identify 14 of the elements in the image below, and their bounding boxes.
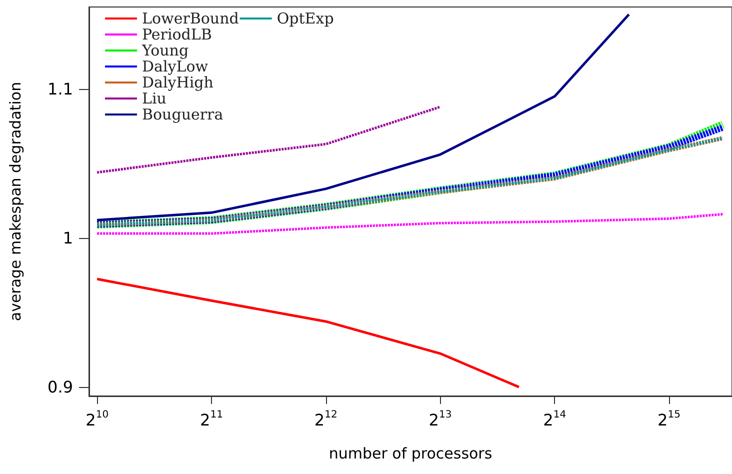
legend-label: OptExp <box>276 10 334 28</box>
y-tick-label: 0.9 <box>48 378 73 397</box>
y-axis-title: average makespan degradation <box>6 82 24 322</box>
legend-label: DalyHigh <box>142 74 214 92</box>
legend-label: DalyLow <box>142 58 208 76</box>
x-axis-title: number of processors <box>328 444 492 462</box>
y-tick-label: 1.1 <box>48 79 73 98</box>
legend-label: PeriodLB <box>142 26 212 44</box>
legend-label: Young <box>141 42 189 60</box>
legend-label: Bouguerra <box>142 106 224 124</box>
legend-label: Liu <box>142 90 167 108</box>
y-tick-label: 1 <box>62 228 73 248</box>
legend-label: LowerBound <box>142 10 240 28</box>
line-series <box>96 106 442 174</box>
